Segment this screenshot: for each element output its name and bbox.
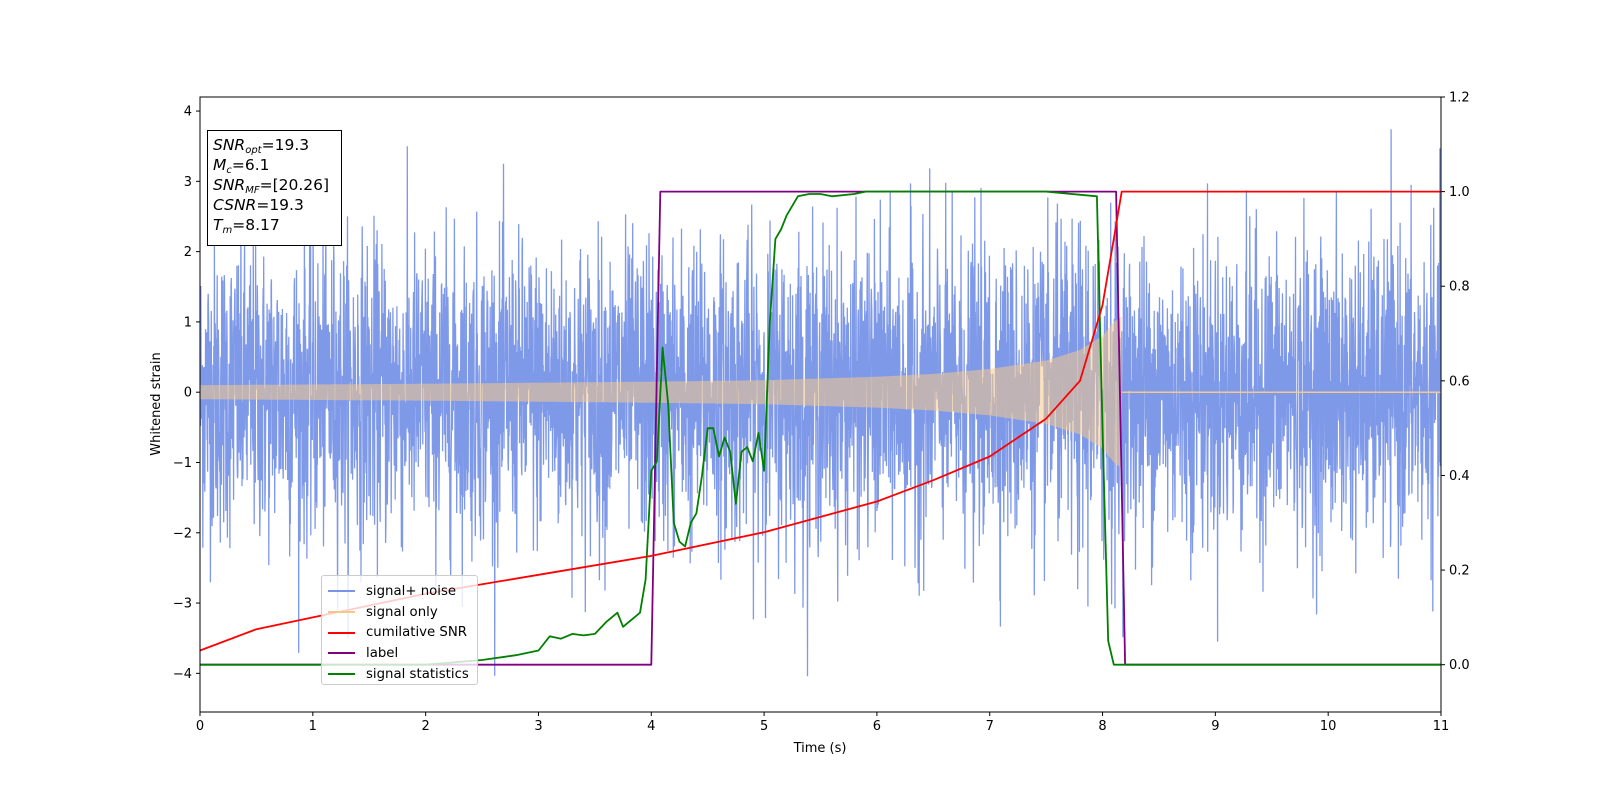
y2-axis-ticks: 0.0 0.2 0.4 0.6 0.8 1.0 1.2 <box>1441 91 1470 673</box>
snr-opt-line: SNRopt=19.3 <box>213 136 310 156</box>
x-axis-label: Time (s) <box>793 741 847 756</box>
legend-label: signal+ noise <box>366 583 457 599</box>
y-tick-label: 3 <box>184 175 192 190</box>
legend-swatch <box>328 611 355 614</box>
x-tick-label: 3 <box>534 719 542 734</box>
y-tick-label: −2 <box>173 526 192 541</box>
legend-label: label <box>366 645 399 661</box>
tm-line: Tm=8.17 <box>213 216 280 236</box>
x-tick-label: 2 <box>421 719 429 734</box>
x-tick-label: 0 <box>196 719 204 734</box>
y2-tick-label: 1.2 <box>1449 91 1470 106</box>
y-tick-label: −3 <box>173 597 192 612</box>
x-tick-label: 9 <box>1211 719 1219 734</box>
legend-item: signal only <box>328 602 477 623</box>
y2-tick-label: 1.0 <box>1449 185 1470 200</box>
y-tick-label: 0 <box>184 386 192 401</box>
legend-item: signal+ noise <box>328 581 477 602</box>
y-tick-label: 4 <box>184 105 192 120</box>
y-tick-label: −1 <box>173 456 192 471</box>
snr-opt-value: =19.3 <box>261 136 310 154</box>
y-tick-label: −4 <box>173 667 192 682</box>
legend-label: signal statistics <box>366 666 469 682</box>
annotation-box: SNRopt=19.3 Mc=6.1 SNRMF=[20.26] CSNR=19… <box>207 130 342 246</box>
mc-value: =6.1 <box>231 156 270 174</box>
snr-mf-value: =[20.26] <box>259 176 330 194</box>
series-signal-statistics <box>200 190 1441 666</box>
legend-label: cumilative SNR <box>366 625 468 641</box>
csnr-line: CSNR=19.3 <box>213 196 304 214</box>
legend-swatch <box>328 652 355 655</box>
y2-tick-label: 0.0 <box>1449 658 1470 673</box>
x-tick-label: 1 <box>309 719 317 734</box>
csnr-value: =19.3 <box>256 196 304 214</box>
x-tick-label: 6 <box>873 719 881 734</box>
y-axis-ticks: −4 −3 −2 −1 0 1 2 3 4 <box>173 105 200 682</box>
y-tick-label: 1 <box>184 315 192 330</box>
tm-value: =8.17 <box>232 216 280 234</box>
legend-item: signal statistics <box>328 664 477 685</box>
y2-tick-label: 0.8 <box>1449 280 1470 295</box>
x-tick-label: 4 <box>647 719 655 734</box>
y-axis-label: Whitened strain <box>149 352 164 455</box>
plot-frame <box>199 96 1442 713</box>
y2-tick-label: 0.6 <box>1449 374 1470 389</box>
x-tick-label: 5 <box>760 719 768 734</box>
legend-swatch <box>328 673 355 676</box>
chart-legend: signal+ noise signal only cumilative SNR la… <box>321 575 478 685</box>
snr-mf-line: SNRMF=[20.26] <box>213 176 330 196</box>
x-axis-ticks: 0 1 2 3 4 5 6 7 8 9 10 11 <box>196 712 1449 734</box>
mc-line: Mc=6.1 <box>213 156 270 176</box>
legend-item: label <box>328 643 477 664</box>
x-tick-label: 8 <box>1098 719 1106 734</box>
plot-series <box>200 129 1441 677</box>
y2-tick-label: 0.4 <box>1449 469 1470 484</box>
y2-tick-label: 0.2 <box>1449 564 1470 579</box>
x-tick-label: 11 <box>1433 719 1450 734</box>
x-tick-label: 10 <box>1320 719 1337 734</box>
legend-item: cumilative SNR <box>328 622 477 643</box>
legend-label: signal only <box>366 604 438 620</box>
legend-swatch <box>328 590 355 593</box>
legend-swatch <box>328 631 355 634</box>
x-tick-label: 7 <box>986 719 994 734</box>
y-tick-label: 2 <box>184 245 192 260</box>
